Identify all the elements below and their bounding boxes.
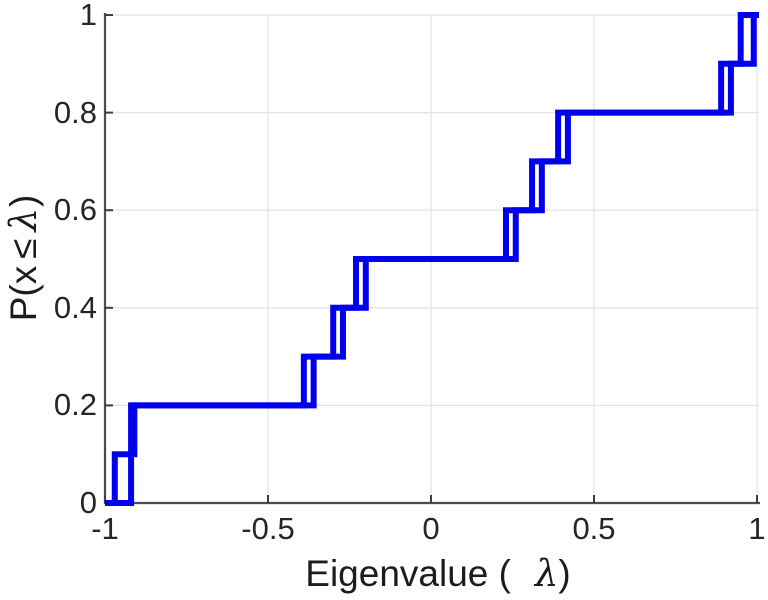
lambda-symbol: λ (2, 208, 45, 232)
y-tick-label: 0.2 (53, 387, 97, 423)
y-axis-label: P(x ≤ λ) (2, 181, 46, 335)
ecdf-lines (105, 12, 759, 506)
x-tick-label: 1 (748, 511, 766, 546)
leq-symbol: ≤ (3, 238, 44, 259)
x-tick-label: 0.5 (572, 511, 616, 546)
y-axis-label-suffix: ) (3, 194, 44, 208)
y-tick-label: 1 (79, 0, 97, 32)
x-axis-label-suffix: ) (558, 553, 571, 594)
x-axis-label: Eigenvalue ( λ) (305, 552, 570, 595)
y-tick-label: 0.6 (53, 192, 97, 228)
y-tick-label: 0.8 (53, 94, 97, 130)
x-tick-label: 0 (422, 511, 440, 546)
x-tick-label: -1 (91, 511, 119, 546)
x-tick-label: -0.5 (241, 511, 295, 546)
y-axis-label-text: P(x (3, 265, 44, 322)
y-tick-label: 0.4 (53, 289, 97, 325)
ecdf-staircase-2 (105, 12, 759, 506)
x-axis-label-text: Eigenvalue ( (305, 553, 511, 594)
lambda-symbol: λ (534, 552, 559, 595)
y-tick-label: 0 (79, 485, 97, 520)
